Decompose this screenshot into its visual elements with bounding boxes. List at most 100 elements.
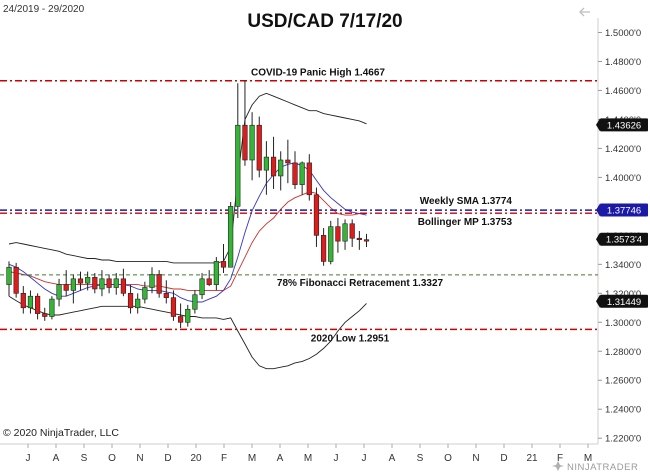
x-tick-label: N [472,453,479,464]
candle-body-up [142,287,148,300]
candle [77,271,84,291]
candle-body-up [342,223,348,242]
price-tag: 1.37746 [596,203,648,217]
x-tick-label: M [248,453,256,464]
y-tick-label: 1.3400'0 [605,260,641,271]
candle [113,273,119,295]
copyright-text: © 2020 NinjaTrader, LLC [3,427,119,439]
candle-body-up [299,162,305,185]
level-label-covid-19-panic-high: COVID-19 Panic High 1.4667 [251,68,385,79]
candle-body-up [228,206,234,268]
candle [206,270,212,287]
candle-body-down [306,162,312,196]
candle [185,304,191,327]
y-tick-label: 1.4000'0 [605,173,641,184]
x-tick-label: O [444,453,452,464]
candle [149,267,155,294]
date-range-label: 24/2019 - 29/2020 [3,4,85,15]
candle [292,151,298,189]
x-tick-label: S [81,453,88,464]
candle-body-down [220,261,227,268]
x-tick-label: S [417,453,424,464]
candle-body-up [192,294,198,310]
candle [228,202,234,268]
candle [320,228,327,266]
candle [363,233,370,247]
x-tick-label: D [500,453,507,464]
candle-body-down [206,278,212,285]
x-tick-label: F [557,453,563,464]
candle [56,278,62,307]
candle [49,296,55,320]
candle [92,273,98,294]
candle [106,274,112,294]
candle [70,274,76,304]
candle [20,286,26,314]
logo-text: NINJATRADER [567,462,638,473]
candle-body-down [313,194,320,236]
chart-title: USD/CAD 7/17/20 [247,11,402,32]
candle-body-down [163,293,169,298]
candle [342,219,348,250]
back-arrow-icon[interactable] [579,7,590,17]
key-level-labels: COVID-19 Panic High 1.4667 Weekly SMA 1.3… [251,68,512,345]
candle-body-down [320,235,327,262]
candle-body-down [356,237,362,240]
ninja-star-icon [552,461,564,471]
candle-body-down [20,293,26,309]
x-tick-label: J [334,453,339,464]
price-tag-pointer [596,118,600,132]
x-tick-label: J [26,453,31,464]
candle-body-down [363,239,370,242]
candle [120,268,126,297]
candle [27,290,34,314]
candle-body-down [349,223,355,239]
x-axis: J A S O N D 20 F M A M J J A S O N D 21 F M [26,444,592,464]
price-tag-bg [600,294,648,308]
price-tag: 1.43626 [596,118,648,132]
candle-body-up [113,278,119,288]
candle [34,293,41,320]
candle-body-up [263,156,270,171]
candle-body-down [170,297,177,317]
candle [6,261,12,297]
candle [242,80,248,166]
y-tick-label: 1.3200'0 [605,289,641,300]
candle [135,293,141,314]
candle-body-up [135,298,141,309]
y-tick-label: 1.4600'0 [605,86,641,97]
candle-body-down [285,159,291,164]
candle [85,271,91,291]
level-label-weekly-sma: Weekly SMA 1.3774 [420,196,513,207]
x-tick-label: M [304,453,312,464]
candle-body-up [278,159,284,177]
x-tick-label: J [362,453,367,464]
y-tick-label: 1.4800'0 [605,57,641,68]
level-label-2020-low: 2020 Low 1.2951 [311,333,390,344]
candle-body-up [27,295,34,309]
candle-body-up [85,277,91,284]
y-tick-label: 1.2600'0 [605,376,641,387]
price-tag-bg [600,118,648,132]
candle [299,161,305,195]
price-tag-label: 1.3573'4 [606,235,642,246]
price-tags: 1.43626 1.37746 1.3573'4 1.31449 [596,118,648,308]
price-tag-label: 1.37746 [607,206,641,217]
candlesticks [6,80,370,329]
key-levels [0,80,598,331]
candle [178,303,184,329]
candle [213,257,219,291]
x-tick-label: A [389,453,396,464]
candle [235,83,241,218]
price-tag-pointer [596,203,600,217]
candle-body-down [106,278,112,288]
bollinger-mid-line [8,191,367,291]
candle-body-down [34,295,41,314]
candle [170,290,177,321]
candle [127,284,134,314]
candle-body-down [292,162,298,185]
candle-body-down [335,226,341,242]
candle [249,112,255,181]
candle-body-up [249,124,255,161]
